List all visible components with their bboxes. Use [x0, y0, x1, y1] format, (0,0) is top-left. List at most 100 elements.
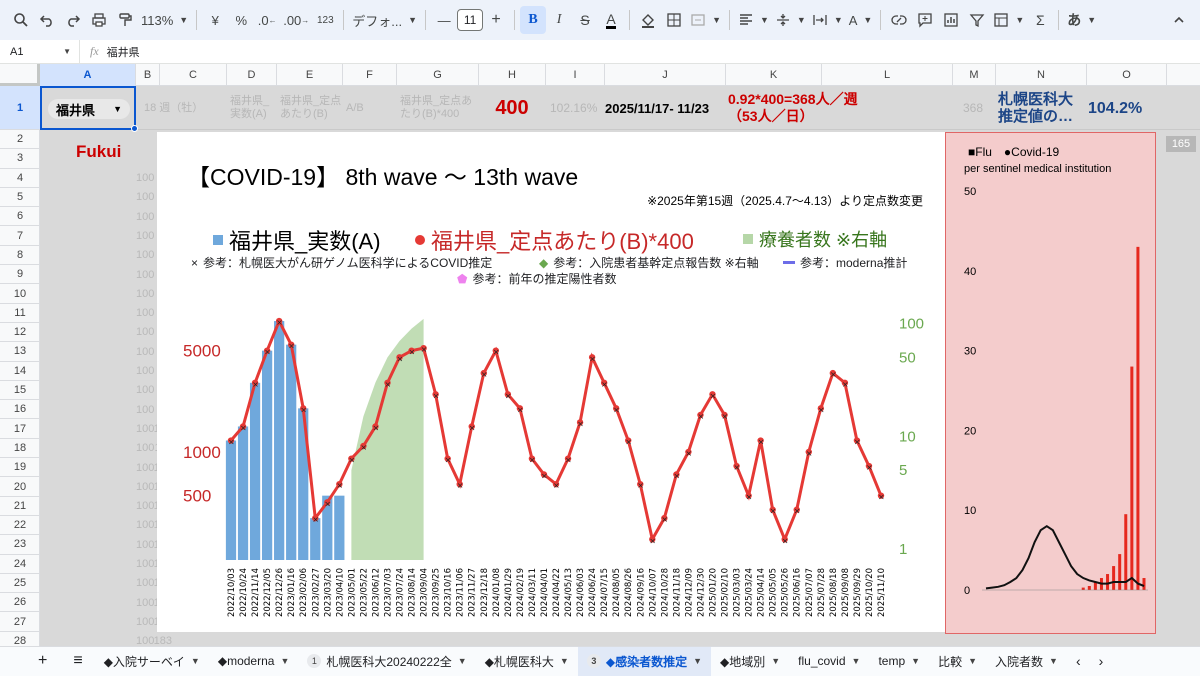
font-size-increase-button[interactable]: + [491, 11, 501, 28]
sheet-tab[interactable]: flu_covid ▼ [789, 647, 869, 676]
cell-b1[interactable]: 18 週（牡） [144, 101, 204, 114]
row-header-cell[interactable]: 19 [0, 458, 40, 478]
column-header-cell[interactable]: F [343, 64, 397, 86]
grid-cell-value[interactable]: 100 [136, 519, 155, 532]
grid-cell-value[interactable]: 100 [136, 287, 155, 300]
sheet-tab[interactable]: ◆地域別 ▼ [711, 647, 789, 676]
row-header-cell[interactable]: 13 [0, 342, 40, 362]
cell-n1[interactable]: 札幌医科大 推定値の… [998, 91, 1074, 125]
sheet-tab[interactable]: 3 ◆感染者数推定 ▼ [577, 646, 711, 676]
align-left-icon[interactable]: ▼ [735, 6, 772, 34]
column-header-cell[interactable]: O [1087, 64, 1167, 86]
column-header-cell[interactable]: G [397, 64, 479, 86]
zoom-select[interactable]: 113% ▼ [138, 6, 191, 34]
chevron-down-icon[interactable]: ▼ [280, 656, 290, 666]
add-sheet-button[interactable]: + [38, 652, 48, 669]
font-select[interactable]: デフォ... ▼ [349, 6, 420, 34]
grid-cell-value[interactable]: 100 [136, 307, 155, 320]
row-header-cell[interactable]: 9 [0, 265, 40, 285]
decrease-decimal-button[interactable]: .0 ← [257, 12, 277, 28]
grid-cell-value[interactable]: 100 [136, 384, 155, 397]
row-header-cell[interactable]: 27 [0, 613, 40, 632]
sheet-tab[interactable]: temp ▼ [869, 647, 929, 676]
comment-icon[interactable] [912, 6, 938, 34]
grid-cell-value[interactable]: 100 [136, 210, 155, 223]
search-icon[interactable] [8, 6, 34, 34]
undo-icon[interactable] [34, 6, 60, 34]
currency-format-button[interactable]: ¥ [211, 12, 219, 28]
grid-cell-value[interactable]: 100 [136, 596, 155, 609]
chevron-down-icon[interactable]: ▼ [911, 656, 921, 666]
row-header-cell[interactable]: 16 [0, 400, 40, 420]
cell-m1[interactable]: 368 [963, 100, 984, 115]
sheet-tab[interactable]: 入院者数 ▼ [986, 647, 1067, 676]
column-header-cell[interactable]: B [136, 64, 160, 86]
select-all-corner[interactable] [0, 64, 40, 86]
chevron-down-icon[interactable]: ▼ [457, 656, 467, 666]
all-sheets-icon[interactable]: ≡ [73, 652, 83, 669]
text-wrap-icon[interactable]: ▼ [809, 6, 846, 34]
row-header-cell[interactable]: 24 [0, 555, 40, 574]
column-header-cell[interactable]: D [227, 64, 277, 86]
cell-a1[interactable]: 福井県 ▼ [40, 86, 138, 132]
italic-button[interactable]: I [556, 12, 562, 27]
chevron-down-icon[interactable]: ▼ [771, 656, 781, 666]
merge-cells-icon[interactable]: ▼ [687, 6, 724, 34]
row-header-cell[interactable]: 7 [0, 227, 40, 246]
row-header-cell[interactable]: 12 [0, 323, 40, 343]
grid-cell-value[interactable]: 100 [136, 538, 155, 551]
strikethrough-button[interactable]: S [580, 12, 590, 28]
main-chart[interactable]: 【COVID-19】 8th wave 〜 13th wave ※2025年第1… [157, 132, 945, 632]
row-header-cell[interactable]: 22 [0, 516, 40, 536]
cell-k1[interactable]: 0.92*400=368人／週 （53人／日） [728, 91, 858, 124]
column-header-cell[interactable]: E [277, 64, 343, 86]
sheet-tab[interactable]: 1 札幌医科大20240222全 ▼ [298, 647, 475, 676]
text-rotation-icon[interactable]: A ▼ [848, 12, 873, 28]
percent-format-button[interactable]: % [235, 12, 247, 28]
row-header-cell[interactable]: 4 [0, 169, 40, 188]
column-header-cell[interactable]: C [160, 64, 227, 86]
formula-input[interactable]: 福井県 [106, 46, 140, 59]
row-header-cell[interactable]: 21 [0, 497, 40, 516]
filter-views-icon[interactable]: ▼ [990, 6, 1027, 34]
fill-handle[interactable] [131, 125, 138, 132]
text-color-button[interactable]: A [606, 10, 616, 29]
row-header-cell[interactable]: 5 [0, 188, 40, 208]
column-header-cell[interactable]: A [40, 64, 136, 86]
font-size-decrease-button[interactable]: — [437, 12, 451, 28]
sheet-tab[interactable]: ◆入院サーベイ ▼ [95, 647, 209, 676]
region-select[interactable]: 福井県 ▼ [48, 99, 130, 119]
grid-cell-value[interactable]: 100 [136, 635, 155, 648]
row-header-cell[interactable]: 2 [0, 130, 40, 150]
chevron-down-icon[interactable]: ▼ [559, 656, 569, 666]
row-header-cell[interactable]: 6 [0, 207, 40, 227]
grid-cell-value[interactable]: 100 [136, 500, 155, 513]
grid-cell-value[interactable]: 100 [136, 345, 155, 358]
column-header-cell[interactable]: L [822, 64, 953, 86]
input-tools-button[interactable]: あ ▼ [1067, 12, 1097, 28]
row-header-cell[interactable]: 20 [0, 477, 40, 497]
grid-cell-value[interactable]: 100 [136, 172, 155, 184]
row-header-cell[interactable]: 11 [0, 304, 40, 323]
cell-h1[interactable]: 400 [495, 96, 529, 119]
row-header-cell[interactable]: 3 [0, 149, 40, 169]
row-header-cell[interactable]: 8 [0, 246, 40, 266]
grid-cell-value[interactable]: 100 [136, 615, 155, 628]
grid-cell-value[interactable]: 100 [136, 191, 155, 204]
column-header-cell[interactable]: N [996, 64, 1087, 86]
grid-cell-value[interactable]: 100 [136, 326, 155, 339]
grid-cell-value[interactable]: 100 [136, 577, 155, 590]
filter-icon[interactable] [964, 6, 990, 34]
insert-chart-icon[interactable] [938, 6, 964, 34]
functions-button[interactable]: Σ [1035, 12, 1045, 28]
collapse-toolbar-icon[interactable] [1166, 6, 1192, 34]
grid-cell-value[interactable]: 100 [136, 229, 155, 242]
sheet-tab[interactable]: ◆札幌医科大 ▼ [476, 647, 578, 676]
cell-f1[interactable]: A/B [346, 101, 364, 114]
print-icon[interactable] [86, 6, 112, 34]
chevron-down-icon[interactable]: ▼ [190, 656, 200, 666]
grid-cell-value[interactable]: 100 [136, 403, 155, 416]
sheet-tab[interactable]: 比較 ▼ [929, 647, 986, 676]
grid-cell-value[interactable]: 100 [136, 442, 155, 455]
grid-cell-value[interactable]: 100 [136, 268, 155, 281]
